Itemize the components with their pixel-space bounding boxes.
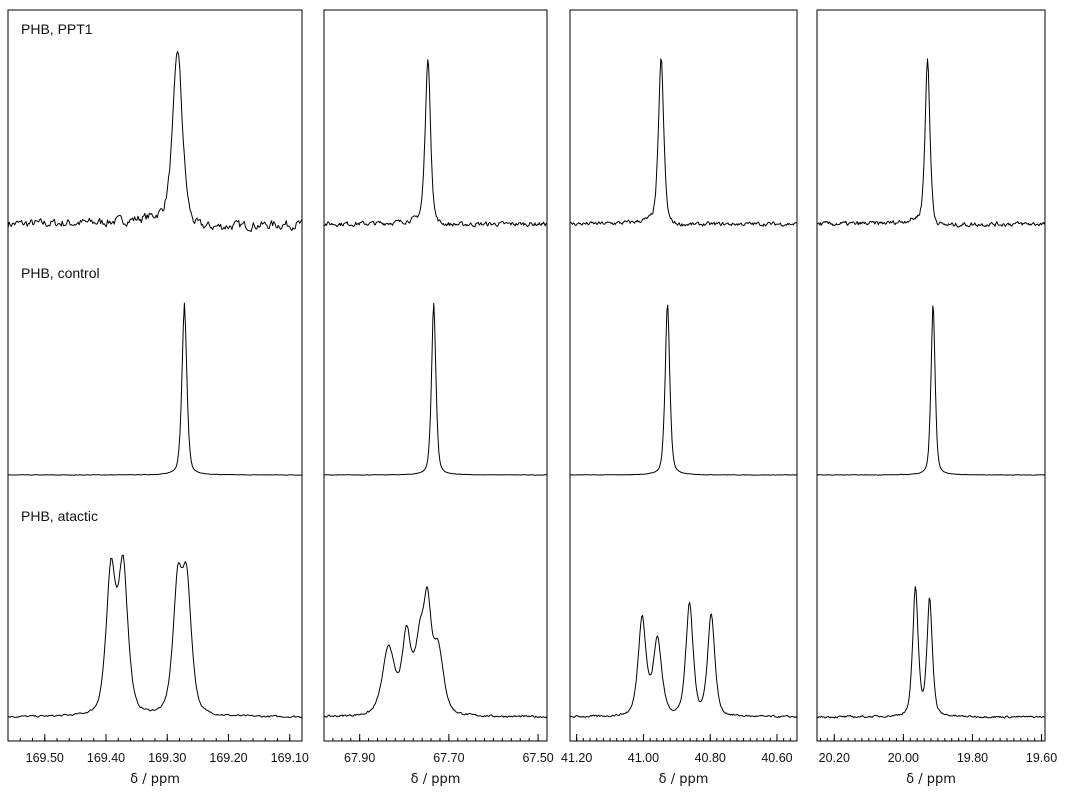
spectrum-trace-row-2 <box>569 304 798 476</box>
panel-1: 169.50 169.40 169.30 169.20 169.10 δ / ppm <box>7 9 309 787</box>
spectrum-trace-row-1 <box>323 59 548 228</box>
row-label-control: PHB, control <box>21 265 100 281</box>
panel-frame <box>7 9 303 742</box>
panel-2: 67.90 67.70 67.50 δ / ppm <box>323 9 554 787</box>
spectrum-trace-row-3 <box>8 554 303 719</box>
tick-label: 20.00 <box>888 751 919 765</box>
tick-label: 67.90 <box>344 751 375 765</box>
tick-label: 19.60 <box>1026 751 1057 765</box>
tick-label: 169.50 <box>26 751 64 765</box>
spectrum-trace-row-2 <box>817 305 1046 476</box>
spectrum-trace-row-3 <box>323 586 548 719</box>
tick-label: 40.80 <box>695 751 726 765</box>
tick-label: 19.80 <box>957 751 988 765</box>
spectrum-trace-row-1 <box>569 58 798 227</box>
panel-4: 20.20 20.00 19.80 19.60 δ / ppm <box>816 9 1057 787</box>
spectrum-trace-row-2 <box>323 302 547 476</box>
row-label-ppt1: PHB, PPT1 <box>21 21 93 37</box>
spectrum-trace-row-3 <box>816 586 1046 719</box>
tick-label: 41.20 <box>561 751 592 765</box>
x-axis-label: δ / ppm <box>411 772 461 787</box>
x-axis-label: δ / ppm <box>130 772 180 787</box>
tick-label: 169.10 <box>271 751 309 765</box>
tick-label: 41.00 <box>628 751 659 765</box>
panel-frame <box>569 9 798 742</box>
spectra-panels: 169.50 169.40 169.30 169.20 169.10δ / ppm67.… <box>7 9 1057 787</box>
spectrum-trace-row-2 <box>8 302 303 476</box>
panel-frame <box>323 9 548 742</box>
spectrum-trace-row-3 <box>569 601 798 719</box>
spectrum-trace-row-1 <box>816 58 1046 228</box>
tick-label: 67.50 <box>522 751 553 765</box>
tick-label: 169.20 <box>209 751 247 765</box>
tick-label: 169.30 <box>148 751 186 765</box>
tick-label: 20.20 <box>819 751 850 765</box>
row-label-atactic: PHB, atactic <box>21 508 98 524</box>
tick-label: 169.40 <box>87 751 125 765</box>
tick-label: 40.60 <box>761 751 792 765</box>
x-axis-label: δ / ppm <box>659 772 709 787</box>
tick-label: 67.70 <box>433 751 464 765</box>
panel-3: 41.20 41.00 40.80 40.60 δ / ppm <box>561 9 798 787</box>
spectrum-trace-row-1 <box>7 50 303 233</box>
x-axis-label: δ / ppm <box>906 772 956 787</box>
